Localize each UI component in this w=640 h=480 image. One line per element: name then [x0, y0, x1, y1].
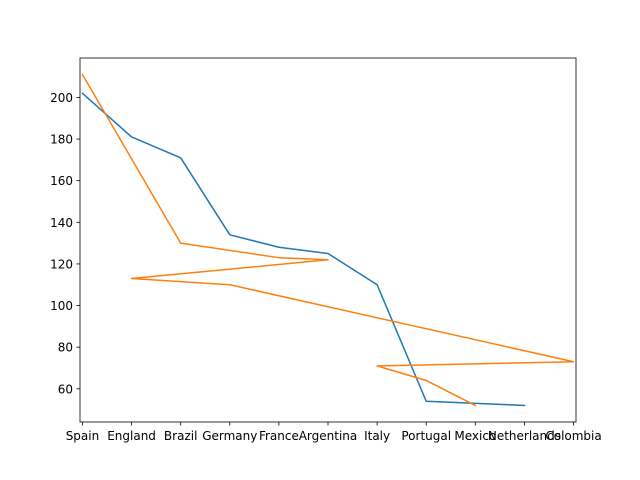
- x-tick-label: Netherlands: [488, 429, 561, 443]
- y-tick-label: 120: [50, 257, 73, 271]
- y-tick-label: 80: [58, 341, 73, 355]
- y-tick-label: 60: [58, 382, 73, 396]
- x-tick-label: Mexico: [454, 429, 496, 443]
- x-tick-label: Argentina: [299, 429, 358, 443]
- axes-layer: Spain England Brazil Germany France Argentina…: [50, 57, 602, 443]
- x-tick-label: Italy: [364, 429, 390, 443]
- y-tick-label: 180: [50, 133, 73, 147]
- y-tick-label: 100: [50, 299, 73, 313]
- x-tick-label: Germany: [202, 429, 257, 443]
- x-tick-label: France: [259, 429, 299, 443]
- x-tick-label: Brazil: [164, 429, 198, 443]
- x-tick-label: Portugal: [401, 429, 451, 443]
- y-tick-label: 140: [50, 216, 73, 230]
- y-tick-label: 200: [50, 91, 73, 105]
- x-tick-label: Spain: [66, 429, 100, 443]
- x-tick-label: England: [107, 429, 156, 443]
- series-line-1: [81, 92, 526, 407]
- y-tick-label: 160: [50, 174, 73, 188]
- series-line-2: [81, 73, 575, 407]
- series-layer: [81, 73, 575, 407]
- x-tick-label: Colombia: [545, 429, 601, 443]
